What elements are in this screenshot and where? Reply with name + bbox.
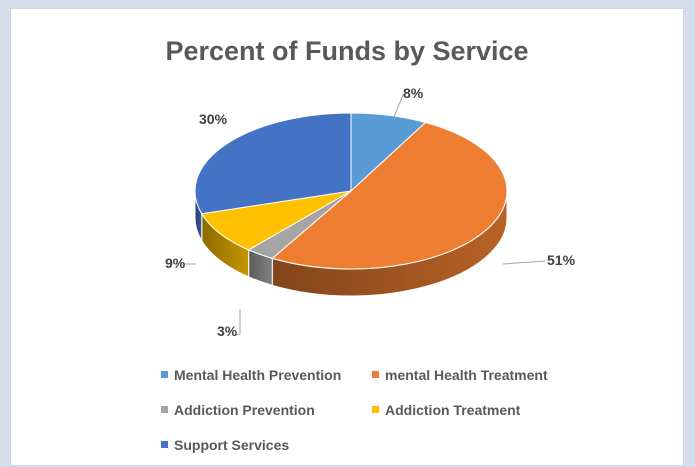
- data-label: 30%: [199, 111, 228, 127]
- legend-swatch: [372, 406, 379, 413]
- legend-label: Mental Health Prevention: [174, 367, 342, 383]
- leader-line: [393, 94, 404, 118]
- legend-item: mental Health Treatment: [372, 367, 548, 383]
- leader-line: [502, 260, 546, 265]
- leader-line: [234, 309, 241, 336]
- data-label: 9%: [165, 255, 186, 271]
- legend-swatch: [161, 406, 168, 413]
- data-label: 8%: [403, 85, 424, 101]
- data-label: 51%: [547, 252, 576, 268]
- pie-slice: [271, 121, 508, 270]
- chart-title: Percent of Funds by Service: [165, 36, 529, 66]
- pie-slice: [194, 112, 352, 215]
- legend-swatch: [372, 371, 379, 378]
- legend-swatch: [161, 371, 168, 378]
- legend-label: Addiction Treatment: [385, 402, 521, 418]
- pie-plot: [182, 94, 546, 336]
- data-label: 3%: [217, 323, 238, 339]
- legend-item: Addiction Treatment: [372, 402, 520, 418]
- legend-swatch: [161, 441, 168, 448]
- chart-area: Percent of Funds by Service 8% 51% 3% 9%…: [10, 8, 684, 466]
- legend-label: mental Health Treatment: [385, 367, 548, 383]
- legend-item: Mental Health Prevention: [161, 367, 341, 383]
- legend-item: Support Services: [161, 437, 289, 453]
- legend-item: Addiction Prevention: [161, 402, 315, 418]
- pie-slice: [200, 190, 352, 251]
- legend-label: Addiction Prevention: [174, 402, 315, 418]
- legend-label: Support Services: [174, 437, 290, 453]
